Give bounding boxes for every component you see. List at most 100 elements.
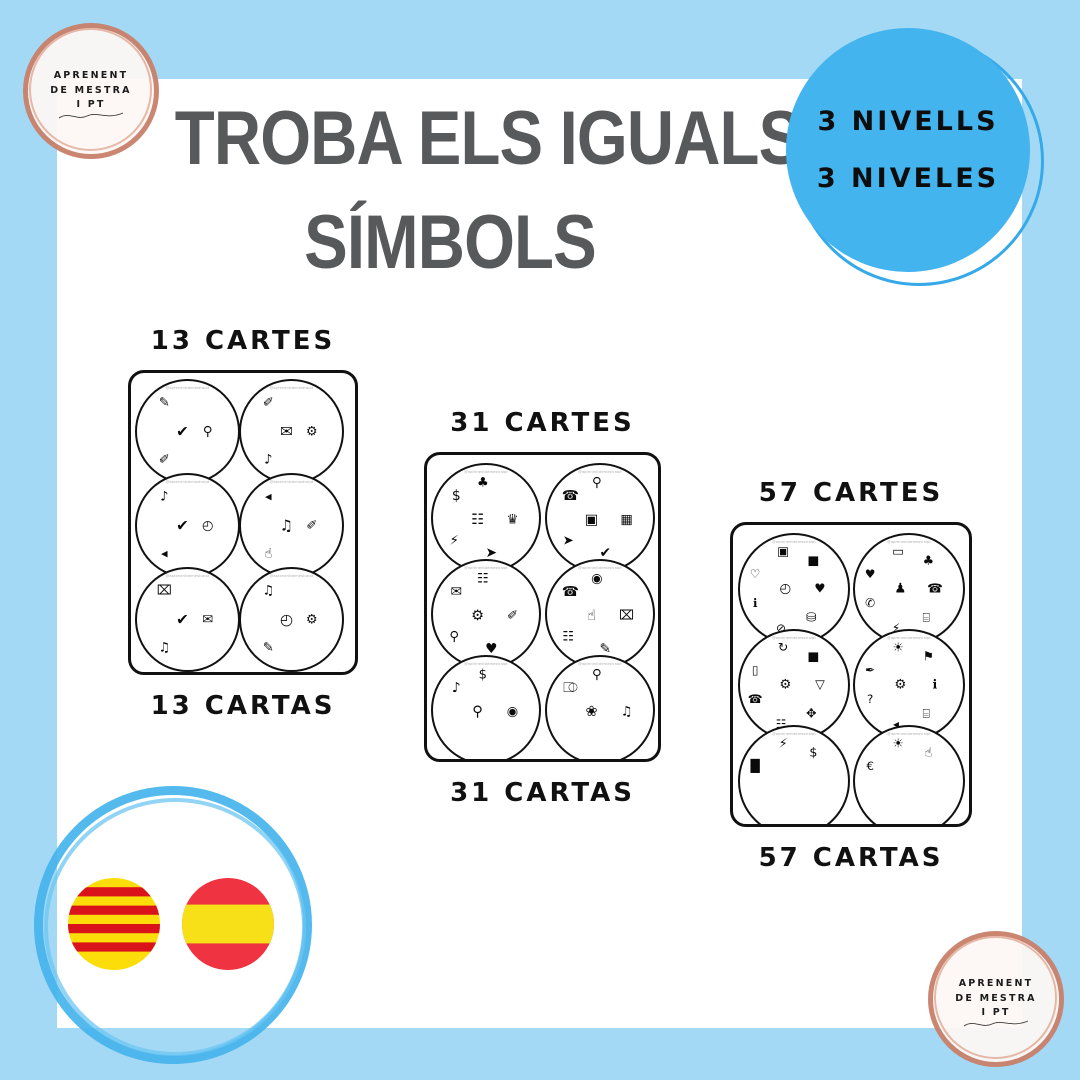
card: @aprenentdemestraipt ☎ ⚲ ▣ ▦ ➤ ✔ (545, 463, 655, 573)
calendar-icon: ☷ (775, 717, 787, 731)
card-sheet-group-57: 57 CARTES @aprenentdemestraipt ▣ ■ ♡ ◴ ♥ ℹ ⛁ ⊘ @a… (730, 478, 972, 873)
brand-ring-inner (934, 936, 1057, 1059)
gear-icon: ⚙ (471, 607, 484, 624)
trash-icon: ⌧ (618, 608, 635, 624)
gear-icon: ⚙ (894, 677, 907, 693)
brand-line-1: APRENENT (53, 69, 129, 81)
card: @aprenentdemestraipt ▣ ■ ♡ ◴ ♥ ℹ ⛁ ⊘ (738, 533, 850, 645)
search-icon: ⚲ (592, 475, 602, 491)
card-sheet-group-31: 31 CARTES @aprenentdemestraipt $ ♣ ☷ ♛ ⚡ ➤ @apr… (424, 408, 661, 808)
check-icon: ✔ (176, 515, 189, 534)
dollar-icon: $ (451, 487, 461, 504)
levels-badge-disc: 3 NIVELLS 3 NIVELES (786, 28, 1030, 272)
card-watermark: @aprenentdemestraipt (464, 470, 508, 475)
title-line-1: TROBA ELS IGUALS (174, 96, 802, 181)
card-watermark: @aprenentdemestraipt (772, 732, 816, 737)
card: @aprenentdemestraipt ☀ ☝ € (853, 725, 965, 824)
trash-icon: ⌧ (156, 583, 172, 599)
clock-icon: ◴ (779, 581, 792, 597)
euro-icon: € (866, 759, 874, 773)
envelope-icon: ✉ (280, 421, 293, 440)
volume-icon: ◂ (264, 489, 272, 505)
card-sheet-group-13: 13 CARTES @aprenentdemestraipt ✎ ✔ ⚲ ✐ @apren… (128, 326, 358, 721)
flags-brush-ring (34, 786, 312, 1064)
send-icon: ➤ (562, 533, 574, 549)
card-watermark: @aprenentdemestraipt (887, 732, 931, 737)
card-watermark: @aprenentdemestraipt (772, 540, 816, 545)
card-watermark: @aprenentdemestraipt (165, 574, 210, 579)
volume-icon: ◂ (160, 546, 168, 562)
dollar-icon: $ (478, 667, 487, 683)
card: @aprenentdemestraipt ✐ ✉ ⚙ ♪ (239, 379, 344, 484)
compose-icon: ✎ (599, 641, 612, 658)
brand-text: APRENENT DE MESTRA I PT (928, 977, 1064, 1021)
camera-icon: ▣ (584, 511, 599, 528)
heart-icon: ♥ (814, 580, 826, 596)
phone-icon: ☎ (561, 583, 579, 600)
headphones-icon: ♪ (264, 452, 273, 468)
bolt-icon: ⚡ (891, 621, 901, 635)
sheet-31-label-bottom: 31 CARTAS (450, 778, 635, 808)
sun-icon: ☀ (892, 735, 904, 751)
tree-icon: ♣ (476, 475, 489, 491)
levels-label-spanish: 3 NIVELES (816, 163, 1000, 194)
gear-icon: ⚙ (779, 677, 792, 693)
card: @aprenentdemestraipt ♫ ◴ ⚙ ✎ (239, 567, 344, 672)
bolt-icon: ⚡ (449, 533, 459, 549)
sheet-57-cards: @aprenentdemestraipt ▣ ■ ♡ ◴ ♥ ℹ ⛁ ⊘ @aprenentdem… (733, 525, 969, 824)
headphones-icon: ♪ (160, 489, 169, 505)
sheet-57-label-top: 57 CARTES (758, 478, 944, 508)
info-icon: ℹ (932, 676, 938, 692)
sheet-13: @aprenentdemestraipt ✎ ✔ ⚲ ✐ @aprenentdemestr… (128, 370, 358, 675)
brand-squiggle-icon (58, 112, 124, 119)
card: @aprenentdemestraipt ⎄ ⚲ ❀ ♫ (545, 655, 655, 759)
phone-icon: ☎ (561, 487, 579, 504)
heart-icon: ♥ (864, 567, 876, 581)
card: @aprenentdemestraipt ✎ ✔ ⚲ ✐ (135, 379, 240, 484)
volume-icon: ◂ (893, 717, 900, 731)
card-watermark: @aprenentdemestraipt (269, 574, 314, 579)
mobile-icon: ▯ (751, 663, 759, 677)
thumbsup-icon: ☝ (264, 546, 273, 562)
crown-icon: ♛ (506, 512, 519, 528)
heart-outline-icon: ♡ (749, 567, 761, 581)
card: @aprenentdemestraipt ◂ ♫ ✐ ☝ (239, 473, 344, 578)
bolt-icon: ⚡ (778, 735, 788, 751)
call-icon: ✆ (865, 596, 876, 611)
sheet-13-cards: @aprenentdemestraipt ✎ ✔ ⚲ ✐ @aprenentdemestr… (131, 373, 355, 672)
compose-icon: ✎ (262, 640, 274, 656)
levels-badge: 3 NIVELLS 3 NIVELES (786, 28, 1052, 294)
title-line-2: SÍMBOLS (304, 199, 597, 285)
card-watermark: @aprenentdemestraipt (269, 480, 314, 485)
chart-icon: █ (750, 759, 760, 773)
check-icon: ✔ (176, 609, 189, 628)
brand-line-3: I PT (76, 99, 106, 111)
pencil-icon: ✐ (507, 608, 518, 624)
move-icon: ✥ (805, 705, 817, 721)
sheet-13-label-top: 13 CARTES (150, 326, 336, 356)
check-icon: ✔ (176, 421, 189, 440)
music-icon: ♫ (262, 583, 275, 599)
info-icon: ℹ (752, 596, 758, 611)
gear-icon: ⚙ (305, 423, 318, 439)
dollar-icon: $ (809, 744, 818, 760)
phone-icon: ☎ (927, 580, 943, 596)
pencil-icon: ✐ (158, 452, 170, 468)
flags-brush-ring-inner (44, 798, 306, 1056)
envelope-icon: ✉ (450, 583, 463, 600)
flag-icon: ⚑ (922, 648, 935, 664)
refresh-icon: ↻ (777, 639, 789, 655)
sheet-57-label-bottom: 57 CARTAS (758, 843, 944, 873)
spanish-flag-icon (182, 878, 274, 970)
card: @aprenentdemestraipt ⚡ $ █ (738, 725, 850, 824)
sheet-57: @aprenentdemestraipt ▣ ■ ♡ ◴ ♥ ℹ ⛁ ⊘ @aprenentdem… (730, 522, 972, 827)
card-watermark: @aprenentdemestraipt (578, 566, 622, 571)
gear-icon: ⚙ (305, 611, 318, 627)
catalan-flag-icon (68, 878, 160, 970)
brand-logo-bottom: APRENENT DE MESTRA I PT (928, 931, 1064, 1067)
card-watermark: @aprenentdemestraipt (165, 386, 210, 391)
search-icon: ⚲ (202, 423, 213, 439)
card-watermark: @aprenentdemestraipt (887, 540, 931, 545)
card: @aprenentdemestraipt ✉ ☷ ⚙ ✐ ⚲ ♥ (431, 559, 541, 669)
